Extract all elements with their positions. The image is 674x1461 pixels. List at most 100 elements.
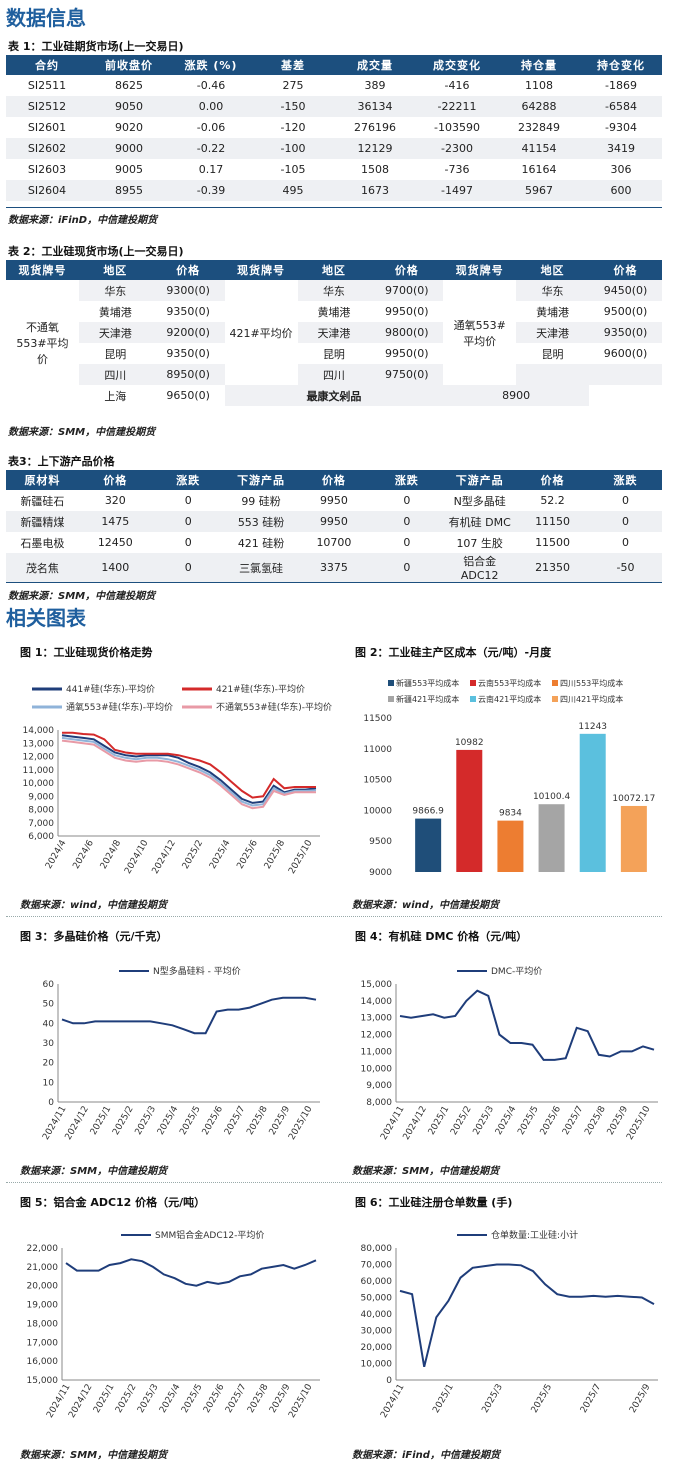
product-price-table: 原材料 价格 涨跌 下游产品 价格 涨跌 下游产品 价格 涨跌 新疆硅石 320 0 99 硅粉 9950… bbox=[6, 470, 662, 582]
table-cell: 64288 bbox=[498, 96, 580, 117]
y-tick-label: 10,000 bbox=[23, 779, 55, 789]
table-cell: 1673 bbox=[334, 180, 416, 201]
section-title-charts: 相关图表 bbox=[6, 606, 86, 630]
series-line bbox=[62, 731, 316, 799]
table-cell: 1475 bbox=[78, 511, 152, 532]
table-cell: SI2601 bbox=[27, 121, 67, 134]
table-cell: 0 bbox=[622, 536, 629, 549]
bar bbox=[497, 820, 524, 872]
table-cell: 黄埔港 bbox=[78, 301, 152, 322]
table-row: SI2512 9050 0.00 -150 36134 -22211 64288 -6584 bbox=[6, 96, 662, 117]
x-tick-label: 2024/4 bbox=[44, 838, 69, 871]
x-tick-label: 2025/8 bbox=[263, 838, 288, 871]
bar-value-label: 10982 bbox=[455, 738, 484, 748]
table-cell: 天津港 bbox=[78, 322, 152, 343]
y-tick-label: 50,000 bbox=[361, 1294, 393, 1304]
fig6-chart: 80,000 70,000 60,000 50,000 40,000 30,000 20,0… bbox=[361, 1229, 658, 1420]
column-header: 涨跌 (%) bbox=[170, 55, 252, 75]
y-tick-label: 18,000 bbox=[27, 1319, 59, 1329]
table-cell: 306 bbox=[610, 163, 632, 176]
column-header: 价格 bbox=[151, 260, 225, 280]
x-tick-label: 2024/6 bbox=[71, 838, 96, 871]
table-cell: 上海 bbox=[78, 385, 152, 406]
table-row: 不通氧553#平均价 华东 9300(0) 421#平均价 华东 9700(0) 通氧553… bbox=[6, 280, 662, 406]
fig4-source: 数据来源：SMM，中信建投期货 bbox=[352, 1166, 500, 1177]
table-cell: 0 bbox=[184, 536, 192, 549]
y-tick-label: 8,000 bbox=[366, 1098, 392, 1108]
table-cell: 495 bbox=[252, 180, 334, 201]
y-tick-label: 8,000 bbox=[28, 806, 54, 816]
table-row: SI2511 8625 -0.46 275 389 -416 1108 -1869 bbox=[6, 75, 662, 96]
y-tick-label: 15,000 bbox=[27, 1376, 59, 1386]
legend-label: 云南553平均成本 bbox=[478, 678, 541, 688]
y-tick-label: 10500 bbox=[363, 776, 392, 786]
legend-swatch bbox=[388, 680, 394, 686]
column-header: 价格 bbox=[370, 260, 444, 280]
table2-caption: 表 2：工业硅现货市场(上一交易日) bbox=[8, 245, 184, 258]
fig3-title: 图 3：多晶硅价格（元/千克） bbox=[20, 930, 168, 943]
table1-source: 数据来源：iFinD，中信建投期货 bbox=[8, 215, 158, 226]
table-cell: 389 bbox=[364, 79, 386, 92]
column-header: 下游产品 bbox=[224, 470, 298, 490]
x-tick-label: 2025/7 bbox=[579, 1383, 603, 1415]
column-header: 成交量 bbox=[334, 55, 416, 75]
y-tick-label: 6,000 bbox=[28, 832, 54, 842]
x-tick-label: 2025/3 bbox=[481, 1383, 505, 1415]
table-cell: 9950(0) bbox=[370, 343, 444, 364]
section-title-data: 数据信息 bbox=[6, 6, 86, 30]
table-cell: 昆明 bbox=[516, 343, 589, 364]
y-tick-label: 22,000 bbox=[27, 1244, 59, 1254]
column-header: 现货牌号 bbox=[443, 260, 517, 280]
column-header: 地区 bbox=[297, 260, 371, 280]
y-tick-label: 7,000 bbox=[28, 819, 54, 829]
table-cell: 天津港 bbox=[516, 322, 589, 343]
column-header: 地区 bbox=[516, 260, 589, 280]
table-row: 上海 9650(0) 最康文剁品 8900 bbox=[6, 385, 662, 406]
fig2-source: 数据来源：wind，中信建投期货 bbox=[352, 900, 499, 911]
table-cell: 16164 bbox=[521, 163, 557, 176]
y-tick-label: 20,000 bbox=[27, 1282, 59, 1292]
table-cell: 新疆精煤 bbox=[6, 511, 79, 532]
table-cell: -103590 bbox=[434, 121, 480, 134]
legend-label: 通氧553#硅(华东)-平均价 bbox=[66, 701, 173, 713]
table-cell: -50 bbox=[589, 553, 662, 582]
table-cell: 0 bbox=[403, 494, 411, 507]
table-cell: 0 bbox=[622, 494, 629, 507]
table-cell: 9300(0) bbox=[151, 280, 225, 301]
x-tick-label: 2025/7 bbox=[223, 1105, 247, 1137]
x-tick-label: 2025/1 bbox=[431, 1383, 455, 1415]
table-cell: SI2604 bbox=[6, 180, 88, 201]
table-cell: -150 bbox=[252, 96, 334, 117]
table-row: 天津港 9200(0) 天津港 9800(0) 天津港 9350(0) bbox=[6, 322, 662, 343]
table-cell: 0.00 bbox=[170, 96, 252, 117]
table-cell: 1508 bbox=[361, 163, 389, 176]
table-row: 四川 8950(0) 四川 9750(0) bbox=[6, 364, 662, 385]
x-tick-label: 2025/9 bbox=[268, 1104, 293, 1137]
table-cell: -6584 bbox=[580, 96, 662, 117]
table-cell: 三氯氢硅 bbox=[224, 553, 298, 582]
table-cell: 1400 bbox=[78, 553, 152, 582]
table-cell: 0.17 bbox=[198, 163, 224, 176]
x-tick-label: 2025/6 bbox=[235, 838, 260, 871]
series-line bbox=[399, 989, 655, 1061]
table-cell: 天津港 bbox=[297, 322, 371, 343]
x-tick-label: 2025/4 bbox=[208, 838, 233, 871]
legend-swatch bbox=[552, 696, 558, 702]
table-cell: 9350(0) bbox=[151, 343, 225, 364]
table-cell: 华东 bbox=[297, 280, 371, 301]
table-cell: -105 bbox=[280, 163, 306, 176]
bar bbox=[415, 818, 442, 872]
table-cell: 9950(0) bbox=[370, 301, 444, 322]
column-header: 价格 bbox=[78, 470, 152, 490]
table-cell: 9050 bbox=[88, 96, 170, 117]
table-cell: 0 bbox=[184, 494, 192, 507]
table-row: SI2601 9020 -0.06 -120 276196 -103590 232849 -9… bbox=[6, 117, 662, 138]
x-tick-label: 2025/9 bbox=[628, 1382, 653, 1415]
y-tick-label: 11,000 bbox=[361, 1047, 393, 1057]
table-cell: 275 bbox=[282, 79, 304, 92]
table-cell: 9200(0) bbox=[151, 322, 225, 343]
bar bbox=[620, 805, 647, 872]
grade-label: 不通氧553#平均价 bbox=[6, 280, 79, 406]
table-cell: 0 bbox=[370, 511, 444, 532]
